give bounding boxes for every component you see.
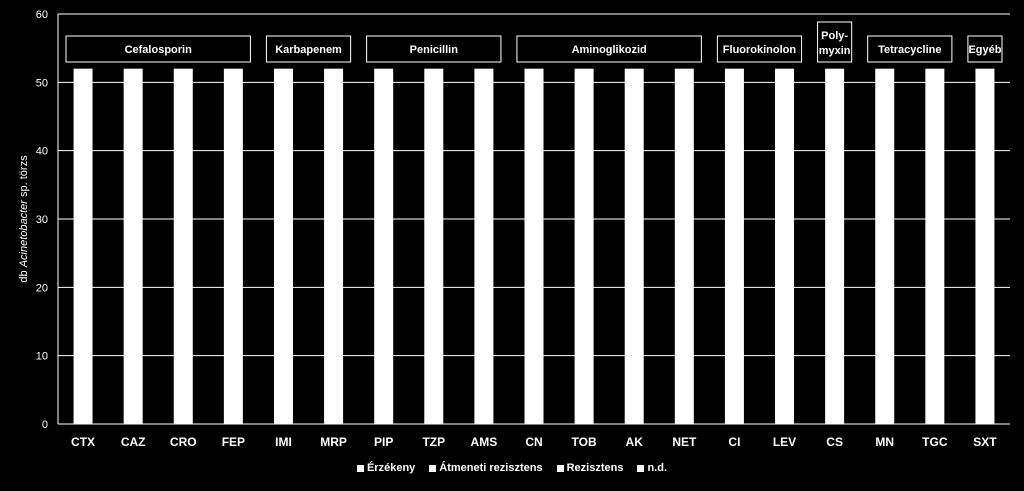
legend: Érzékeny Átmeneti rezisztens Rezisztens … bbox=[0, 462, 1024, 474]
group-label: myxin bbox=[819, 45, 851, 57]
y-axis-label: db Acinetobacter sp. törzs bbox=[18, 155, 30, 283]
group-box bbox=[366, 35, 502, 63]
x-tick-label: CN bbox=[525, 435, 542, 449]
legend-swatch bbox=[356, 464, 364, 472]
x-tick-label: CI bbox=[728, 435, 740, 449]
bar bbox=[324, 68, 344, 425]
legend-label: Érzékeny bbox=[366, 462, 416, 474]
y-tick-label: 60 bbox=[36, 9, 48, 21]
group-box bbox=[265, 35, 352, 63]
x-tick-label: AK bbox=[626, 435, 644, 449]
legend-label: Rezisztens bbox=[566, 462, 624, 474]
x-tick-label: MRP bbox=[320, 435, 347, 449]
x-tick-label: PIP bbox=[374, 435, 393, 449]
bar bbox=[624, 68, 644, 425]
bar bbox=[975, 68, 995, 425]
bar bbox=[73, 68, 93, 425]
x-tick-label: FEP bbox=[222, 435, 245, 449]
x-tick-label: MN bbox=[875, 435, 894, 449]
x-tick-label: AMS bbox=[471, 435, 498, 449]
x-tick-label: CRO bbox=[170, 435, 197, 449]
x-tick-label: SXT bbox=[973, 435, 997, 449]
legend-label: Átmeneti rezisztens bbox=[439, 462, 543, 474]
legend-item-atmeneti: Átmeneti rezisztens bbox=[429, 462, 543, 474]
legend-item-rezisztens: Rezisztens bbox=[556, 462, 624, 474]
y-tick-label: 20 bbox=[36, 282, 48, 294]
group-box bbox=[867, 35, 953, 63]
bar bbox=[724, 68, 744, 425]
legend-swatch bbox=[637, 464, 645, 472]
y-tick-label: 50 bbox=[36, 77, 48, 89]
bar bbox=[775, 68, 795, 425]
x-tick-label: CTX bbox=[71, 435, 95, 449]
bar bbox=[574, 68, 594, 425]
legend-swatch bbox=[429, 464, 437, 472]
legend-swatch bbox=[556, 464, 564, 472]
group-label: Egyéb bbox=[968, 44, 1001, 56]
bar bbox=[273, 68, 293, 425]
bar bbox=[875, 68, 895, 425]
bar bbox=[825, 68, 845, 425]
y-tick-label: 0 bbox=[42, 419, 48, 431]
bar bbox=[474, 68, 494, 425]
x-tick-label: TOB bbox=[572, 435, 597, 449]
x-tick-label: CAZ bbox=[121, 435, 146, 449]
x-tick-label: CS bbox=[826, 435, 843, 449]
legend-item-erzekeny: Érzékeny bbox=[356, 462, 416, 474]
group-label: Poly- bbox=[821, 30, 848, 42]
x-tick-label: IMI bbox=[275, 435, 292, 449]
x-tick-label: TGC bbox=[922, 435, 948, 449]
group-box bbox=[967, 35, 1003, 63]
group-label: Aminoglikozid bbox=[572, 44, 647, 56]
y-tick-label: 10 bbox=[36, 351, 48, 363]
legend-label: n.d. bbox=[647, 462, 668, 474]
y-tick-label: 30 bbox=[36, 214, 48, 226]
y-tick-label: 40 bbox=[36, 146, 48, 158]
bar bbox=[424, 68, 444, 425]
bar bbox=[524, 68, 544, 425]
x-tick-label: TZP bbox=[422, 435, 445, 449]
group-label: Fluorokinolon bbox=[723, 44, 797, 56]
group-box bbox=[716, 35, 803, 63]
legend-item-nd: n.d. bbox=[637, 462, 667, 474]
x-tick-label: LEV bbox=[773, 435, 796, 449]
group-box bbox=[817, 21, 853, 63]
group-label: Cefalosporin bbox=[125, 44, 193, 56]
bar bbox=[925, 68, 945, 425]
group-label: Karbapenem bbox=[275, 44, 342, 56]
group-label: Penicillin bbox=[410, 44, 459, 56]
x-tick-label: NET bbox=[672, 435, 697, 449]
bar bbox=[374, 68, 394, 425]
bar bbox=[223, 68, 243, 425]
group-box bbox=[65, 35, 251, 63]
group-label: Tetracycline bbox=[878, 44, 941, 56]
group-box bbox=[516, 35, 702, 63]
bar bbox=[123, 68, 143, 425]
bar bbox=[674, 68, 694, 425]
bar bbox=[173, 68, 193, 425]
